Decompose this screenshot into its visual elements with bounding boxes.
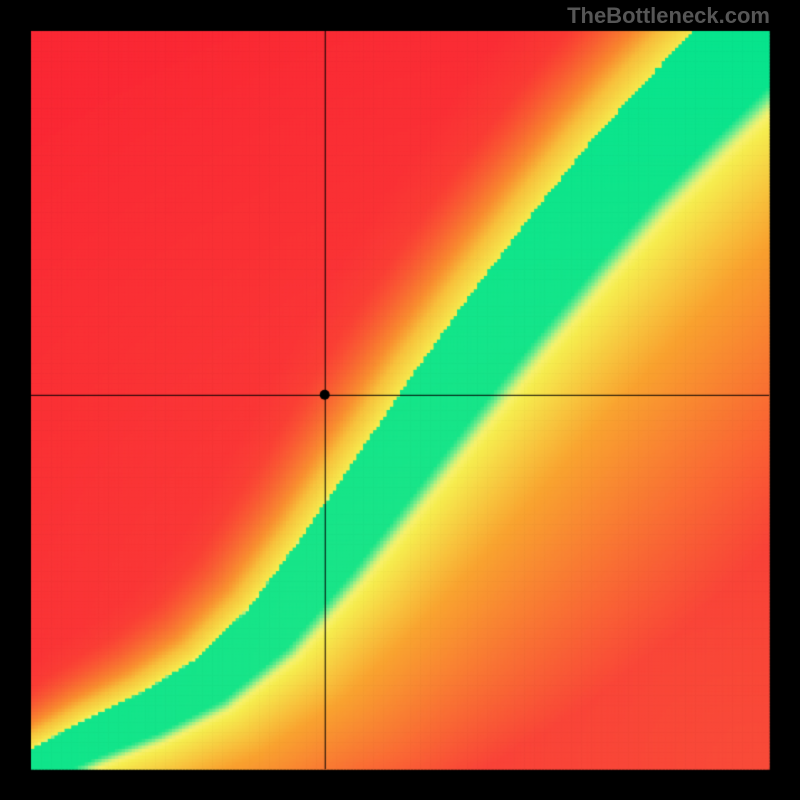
watermark-text: TheBottleneck.com bbox=[567, 3, 770, 29]
heatmap-canvas bbox=[0, 0, 800, 800]
